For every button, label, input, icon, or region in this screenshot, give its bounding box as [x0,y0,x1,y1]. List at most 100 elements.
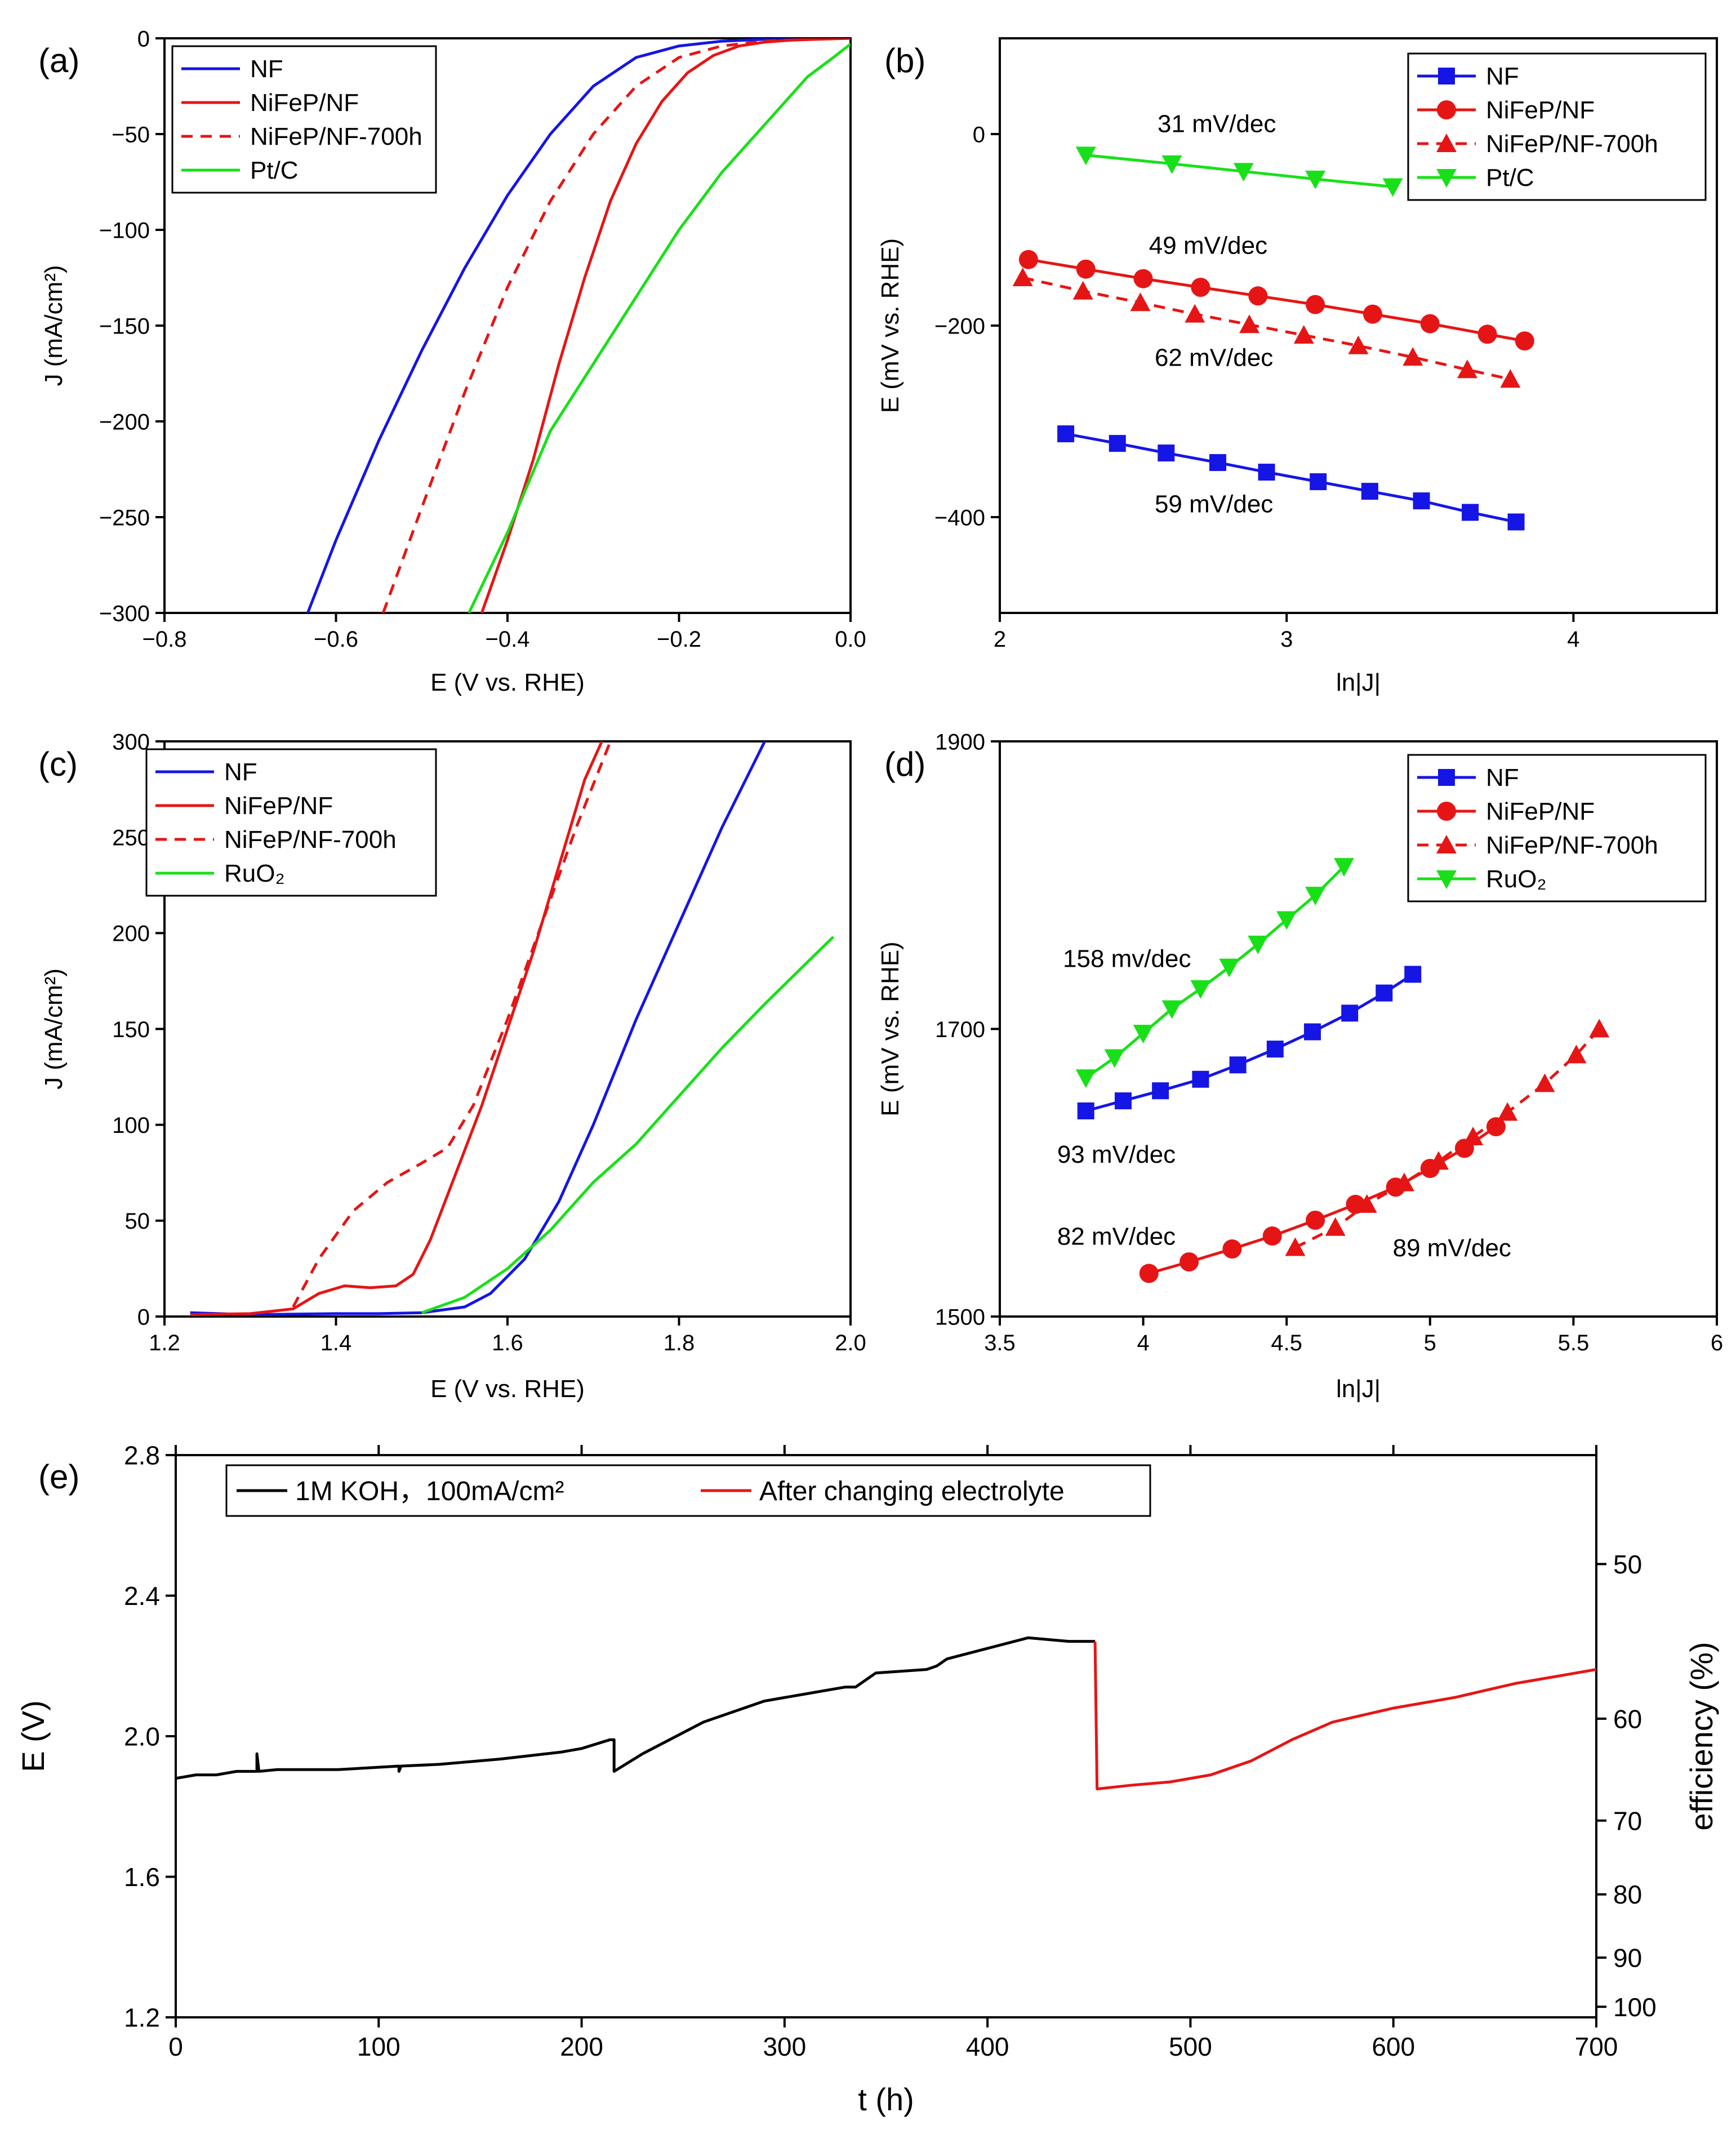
x-axis-label: ln|J| [1336,669,1381,696]
data-point [1229,1056,1247,1074]
data-point [1248,935,1268,954]
data-point [1304,1023,1321,1040]
x-tick-label: 300 [763,2032,806,2061]
legend-label: NF [224,758,257,786]
data-point [1515,331,1534,351]
y-tick-label: 50 [125,1209,150,1234]
y-tick-label: 300 [112,730,150,754]
data-point [1161,155,1182,174]
panel-a: −0.8 −0.6 −0.4 −0.2 0.0 0 −50 −100 −150 −200 −250 −… [38,26,866,696]
x-tick-label: 600 [1372,2032,1415,2061]
legend-label: NF [250,55,283,83]
series-line-1 [1093,1641,1596,1791]
slope-annotation: 59 mV/dec [1155,491,1273,518]
x-tick-label: 5 [1424,1331,1436,1355]
x-tick-label: 1.2 [149,1331,180,1355]
legend-label: Pt/C [250,157,299,184]
y-tick-label: 1900 [935,730,985,754]
legend-label: NiFeP/NF-700h [250,123,422,150]
series-line-3 [468,43,851,613]
legend-label: NiFeP/NF-700h [1486,831,1658,859]
data-point [1403,347,1423,366]
data-point [1018,250,1038,269]
series-line-0 [176,1636,1096,1780]
series-line-3 [421,936,835,1314]
slope-annotation: 62 mV/dec [1155,344,1273,371]
legend-marker [1437,802,1456,821]
data-point [1310,473,1327,491]
series-line-0 [1065,432,1517,523]
legend-label: After changing electrolyte [759,1477,1065,1506]
data-point [1077,1102,1094,1119]
legend-box [1407,754,1707,902]
legend-marker [1436,134,1457,152]
y2-tick-label: 70 [1613,1806,1642,1835]
y-tick-label: 2.0 [124,1722,160,1751]
y2-tick-label: 50 [1613,1550,1642,1579]
series-group [176,1636,1596,1791]
x-tick-label: 6 [1711,1331,1723,1355]
y-axis-label: E (mV vs. RHE) [876,238,904,413]
series-group [306,38,851,613]
data-point [1428,1151,1449,1170]
y-tick-label: 2.4 [124,1581,160,1611]
data-point [1404,966,1422,983]
data-point [1334,858,1355,877]
y-tick-label: −100 [99,218,150,243]
data-point [1477,324,1497,344]
data-point [1239,314,1260,333]
data-point [1486,1117,1506,1137]
legend-label: NiFeP/NF-700h [224,826,397,853]
data-point [1363,304,1382,324]
slope-annotation: 31 mV/dec [1158,110,1276,138]
data-point [1276,911,1297,930]
data-point [1266,1040,1284,1058]
legend-label: NiFeP/NF [250,89,359,117]
panel-label: (a) [38,42,79,79]
data-point [1248,286,1268,306]
y2-tick-label: 60 [1613,1704,1642,1733]
slope-annotation: 49 mV/dec [1149,232,1267,260]
legend-label: 1M KOH，100mA/cm² [295,1477,564,1506]
data-point [1376,984,1393,1002]
legend-marker [1436,835,1457,853]
y2-tick-label: 80 [1613,1880,1642,1909]
legend-box [145,748,437,897]
y-tick-label: −250 [99,505,150,530]
y-tick-label: 200 [112,922,150,946]
data-point [1209,454,1226,472]
data-point [1356,1194,1377,1213]
y2-axis-label: efficiency (%) [1684,1642,1719,1830]
data-point [1133,1025,1154,1044]
data-point [1285,1237,1306,1256]
series-line-1 [480,38,851,613]
legend-label: NF [1486,63,1519,90]
data-point [1361,483,1378,500]
data-point [1382,178,1403,197]
slope-annotation: 89 mV/dec [1393,1234,1511,1262]
data-point [1305,887,1326,906]
data-point [1258,464,1275,481]
x-axis-label: t (h) [858,2082,914,2117]
data-point [1072,281,1093,300]
slope-annotation: 158 mv/dec [1063,945,1191,973]
x-tick-label: 700 [1575,2032,1618,2061]
x-axis-label: E (V vs. RHE) [430,669,585,696]
series-line-2 [292,741,612,1308]
data-point [1462,504,1479,521]
y2-tick-label: 90 [1613,1944,1642,1973]
series-line-0 [1085,973,1414,1113]
legend-label: NF [1486,764,1519,791]
series-line-2 [381,38,851,613]
x-tick-label: 4 [1567,627,1579,652]
data-point [1075,146,1096,166]
legend-label: NiFeP/NF-700h [1486,130,1658,158]
x-tick-label: 100 [357,2032,400,2061]
data-point [1185,304,1205,323]
series-group [1012,146,1534,531]
x-tick-label: 2 [994,627,1006,652]
data-point [1191,278,1210,297]
data-point [1325,1217,1346,1236]
y-tick-label: 150 [112,1017,150,1042]
legend-marker [1436,870,1457,889]
